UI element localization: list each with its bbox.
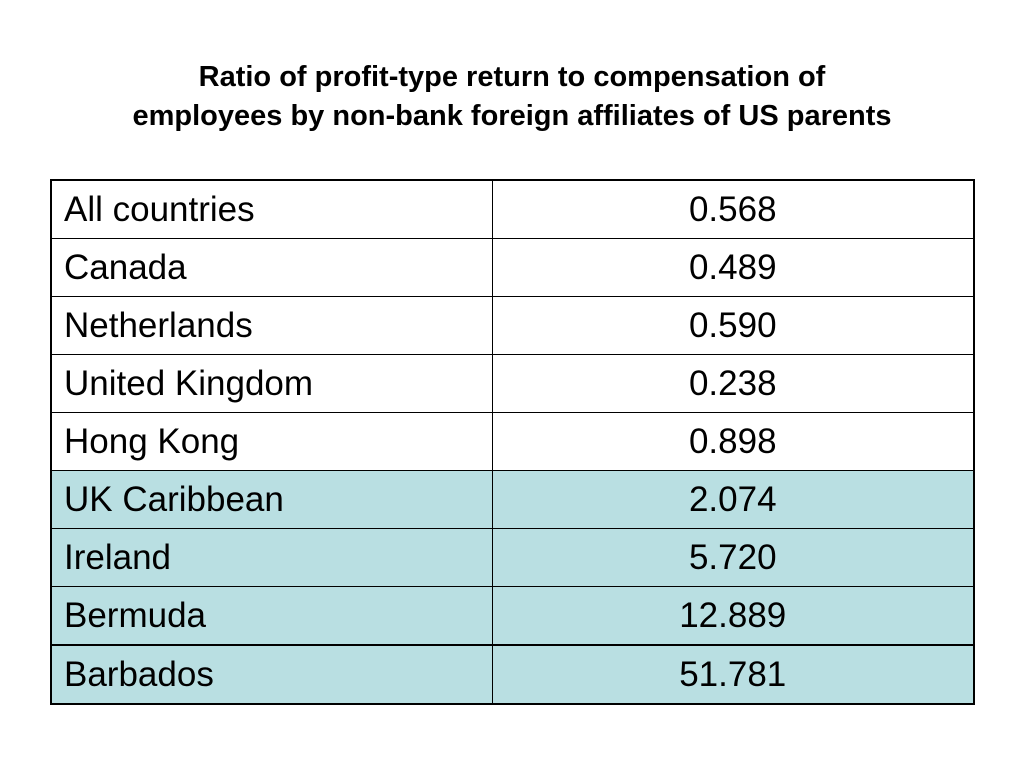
country-cell: Barbados	[50, 644, 493, 705]
table-row: Netherlands 0.590	[50, 296, 975, 355]
ratio-table: All countries 0.568 Canada 0.489 Netherl…	[50, 179, 975, 705]
slide-title-line-2: employees by non-bank foreign affiliates…	[132, 100, 892, 132]
slide-title-line-1: Ratio of profit-type return to compensat…	[198, 61, 826, 93]
ratio-cell: 51.781	[491, 644, 975, 705]
country-cell: All countries	[50, 179, 493, 239]
ratio-cell: 0.590	[491, 296, 975, 355]
ratio-cell: 0.898	[491, 412, 975, 471]
slide-title: Ratio of profit-type return to compensat…	[40, 58, 984, 136]
ratio-cell: 0.489	[491, 238, 975, 297]
country-cell: Netherlands	[50, 296, 493, 355]
country-cell: Canada	[50, 238, 493, 297]
table-row: All countries 0.568	[50, 179, 975, 239]
ratio-cell: 12.889	[491, 586, 975, 646]
ratio-cell: 0.238	[491, 354, 975, 413]
ratio-cell: 5.720	[491, 528, 975, 587]
ratio-cell: 2.074	[491, 470, 975, 529]
table-row: UK Caribbean 2.074	[50, 470, 975, 529]
table-row: Barbados 51.781	[50, 644, 975, 705]
ratio-cell: 0.568	[491, 179, 975, 239]
country-cell: Hong Kong	[50, 412, 493, 471]
table-row: United Kingdom 0.238	[50, 354, 975, 413]
table-row: Hong Kong 0.898	[50, 412, 975, 471]
table-row: Canada 0.489	[50, 238, 975, 297]
country-cell: UK Caribbean	[50, 470, 493, 529]
table-row: Ireland 5.720	[50, 528, 975, 587]
country-cell: United Kingdom	[50, 354, 493, 413]
table-row: Bermuda 12.889	[50, 586, 975, 646]
country-cell: Bermuda	[50, 586, 493, 646]
country-cell: Ireland	[50, 528, 493, 587]
